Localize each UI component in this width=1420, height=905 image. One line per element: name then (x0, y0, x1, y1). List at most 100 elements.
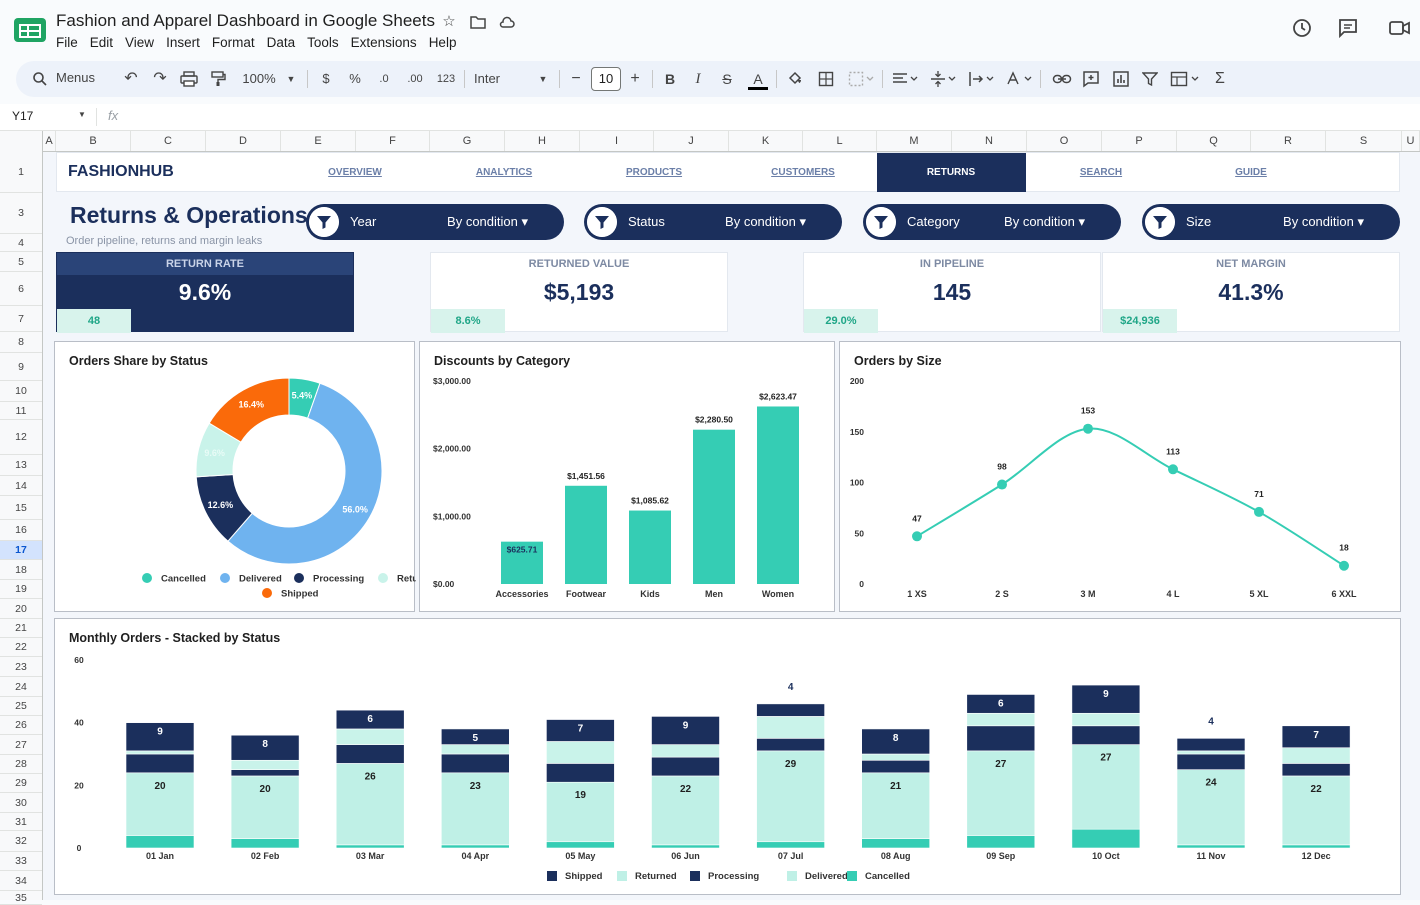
filter-views-icon[interactable] (1170, 70, 1200, 88)
column-header-cell[interactable]: E (281, 131, 356, 151)
meet-icon[interactable] (1388, 16, 1412, 40)
increase-decimal-button[interactable]: .00 (407, 73, 423, 85)
filter-category[interactable]: Category By condition ▾ (863, 204, 1121, 240)
column-header-cell[interactable]: C (131, 131, 206, 151)
column-header-cell[interactable]: J (654, 131, 729, 151)
row-header-cell[interactable]: 21 (0, 619, 42, 638)
row-header-cell[interactable]: 13 (0, 455, 42, 476)
row-header-cell[interactable]: 27 (0, 735, 42, 755)
row-header-cell[interactable]: 11 (0, 402, 42, 420)
column-header-cell[interactable]: A (43, 131, 56, 151)
column-header-cell[interactable]: F (356, 131, 430, 151)
column-header-cell[interactable]: R (1251, 131, 1326, 151)
paint-format-icon[interactable] (210, 71, 226, 87)
column-header-cell[interactable]: L (803, 131, 877, 151)
menu-file[interactable]: File (56, 35, 78, 50)
undo-icon[interactable]: ↶ (124, 70, 138, 87)
increase-font-size-button[interactable]: + (630, 70, 640, 87)
font-select[interactable]: Inter (474, 71, 501, 86)
column-header-cell[interactable]: P (1102, 131, 1177, 151)
print-icon[interactable] (180, 71, 198, 87)
row-header-cell[interactable]: 3 (0, 193, 42, 234)
column-header-cell[interactable]: Q (1177, 131, 1251, 151)
column-header-cell[interactable]: H (505, 131, 580, 151)
text-color-icon[interactable]: A (747, 61, 769, 97)
row-header-cell[interactable]: 34 (0, 871, 42, 891)
select-all-corner[interactable] (0, 131, 43, 151)
row-header-cell[interactable]: 29 (0, 774, 42, 793)
row-header-cell[interactable]: 19 (0, 580, 42, 599)
text-wrapping-icon[interactable] (968, 70, 994, 88)
font-size-input[interactable]: 10 (591, 67, 621, 91)
row-header-cell[interactable]: 20 (0, 599, 42, 619)
decrease-decimal-button[interactable]: .0 (379, 73, 389, 85)
merge-cells-icon[interactable] (848, 71, 874, 87)
column-header-cell[interactable]: I (580, 131, 654, 151)
filter-year[interactable]: Year By condition ▾ (306, 204, 564, 240)
row-header-cell[interactable]: 15 (0, 496, 42, 520)
nav-link-customers[interactable]: CUSTOMERS (771, 167, 835, 178)
row-header-cell[interactable]: 12 (0, 420, 42, 455)
row-header-cell[interactable]: 33 (0, 852, 42, 871)
row-header-cell[interactable]: 28 (0, 755, 42, 774)
nav-link-overview[interactable]: OVERVIEW (328, 167, 382, 178)
cloud-status-icon[interactable] (498, 13, 516, 31)
redo-icon[interactable]: ↷ (153, 70, 167, 87)
version-history-icon[interactable] (1290, 16, 1314, 40)
insert-comment-icon[interactable] (1082, 70, 1100, 88)
chart-orders-share-by-status[interactable]: Orders Share by Status 5.4% 56.0% 12.6% 9.6… (54, 341, 416, 612)
nav-link-returns[interactable]: RETURNS (926, 167, 976, 178)
nav-link-search[interactable]: SEARCH (1079, 167, 1123, 178)
font-chevron-down-icon[interactable]: ▼ (538, 74, 548, 84)
menu-tools[interactable]: Tools (307, 35, 339, 50)
insert-link-icon[interactable] (1052, 71, 1072, 87)
nav-link-guide[interactable]: GUIDE (1235, 167, 1267, 178)
functions-icon[interactable]: Σ (1215, 70, 1225, 87)
name-box[interactable]: Y17 (12, 109, 34, 123)
filter-icon[interactable] (1142, 71, 1158, 87)
chart-discounts-by-category[interactable]: Discounts by Category $0.00 $1,000.00 $2,0… (419, 341, 835, 612)
row-header-cell[interactable]: 6 (0, 272, 42, 306)
number-format-button[interactable]: 123 (436, 73, 456, 85)
filter-year-condition[interactable]: By condition ▾ (447, 214, 528, 229)
borders-icon[interactable] (818, 71, 834, 87)
column-header-cell[interactable]: D (206, 131, 281, 151)
strikethrough-icon[interactable]: S (722, 71, 732, 87)
filter-status-condition[interactable]: By condition ▾ (725, 214, 806, 229)
chart-monthly-orders-stacked[interactable]: Monthly Orders - Stacked by Status 0 20 40… (54, 618, 1401, 895)
search-menus-button[interactable]: Menus (16, 61, 112, 97)
filter-status[interactable]: Status By condition ▾ (584, 204, 842, 240)
menu-extensions[interactable]: Extensions (350, 35, 417, 50)
row-header-cell[interactable]: 24 (0, 677, 42, 697)
row-header-cell[interactable]: 22 (0, 638, 42, 657)
row-header-cell[interactable]: 7 (0, 306, 42, 332)
row-header-cell[interactable]: 25 (0, 697, 42, 716)
insert-chart-icon[interactable] (1112, 70, 1130, 88)
move-folder-icon[interactable] (469, 13, 487, 31)
vertical-align-icon[interactable] (930, 70, 956, 88)
row-header-cell[interactable]: 14 (0, 476, 42, 496)
italic-icon[interactable]: I (695, 71, 701, 87)
horizontal-align-icon[interactable] (892, 71, 918, 87)
chart-orders-by-size[interactable]: Orders by Size 0 50 100 150 200 47 1 XS 98 2 S 15… (839, 341, 1401, 612)
column-header-cell[interactable]: G (430, 131, 505, 151)
document-title[interactable]: Fashion and Apparel Dashboard in Google … (56, 11, 435, 30)
column-header-cell[interactable]: U (1402, 131, 1420, 151)
row-header-cell[interactable]: 23 (0, 657, 42, 677)
filter-category-condition[interactable]: By condition ▾ (1004, 214, 1085, 229)
filter-size-condition[interactable]: By condition ▾ (1283, 214, 1364, 229)
row-header-cell[interactable]: 4 (0, 234, 42, 252)
nav-link-products[interactable]: PRODUCTS (625, 167, 683, 178)
percent-format-button[interactable]: % (349, 71, 361, 86)
row-header-cell[interactable]: 32 (0, 831, 42, 852)
row-header-cell[interactable]: 10 (0, 381, 42, 402)
menu-view[interactable]: View (125, 35, 155, 50)
name-box-chevron-down-icon[interactable]: ▼ (78, 110, 86, 119)
row-header-cell[interactable]: 17 (0, 541, 42, 560)
row-header-cell[interactable]: 31 (0, 813, 42, 831)
row-header-cell[interactable]: 5 (0, 252, 42, 272)
decrease-font-size-button[interactable]: − (571, 70, 581, 87)
column-header-cell[interactable]: O (1027, 131, 1102, 151)
nav-link-analytics[interactable]: ANALYTICS (475, 167, 533, 178)
star-icon[interactable]: ☆ (442, 13, 456, 30)
